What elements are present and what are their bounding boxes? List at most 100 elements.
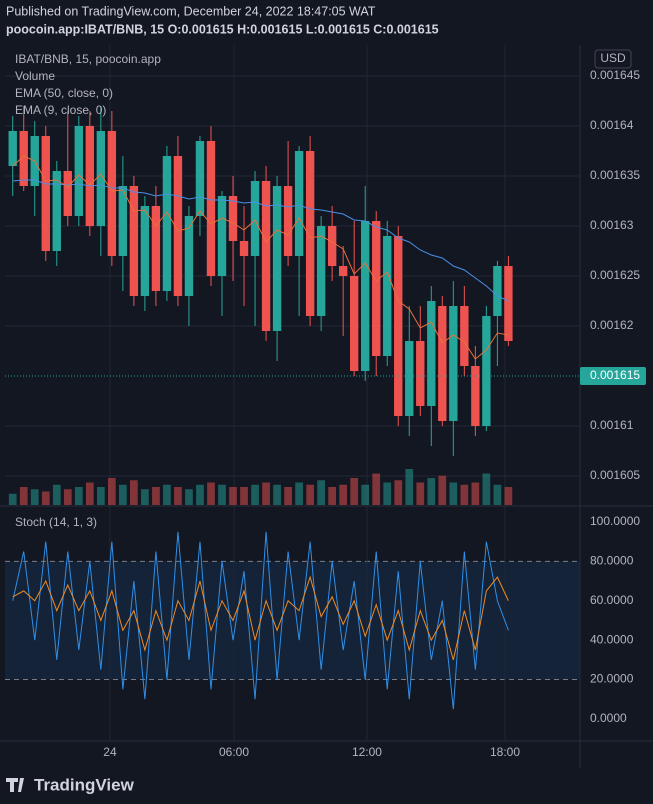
candle-body [151,206,161,291]
x-tick-label: 18:00 [490,745,520,759]
volume-bar [460,484,469,505]
ema-legend: EMA (9, close, 0) [15,103,106,117]
volume-bar [273,484,281,505]
candle-body [19,131,28,186]
candle-body [416,341,425,406]
volume-bar [207,482,215,505]
candle-body [482,316,491,426]
candle-body [316,226,326,316]
ema-legend: EMA (50, close, 0) [15,86,113,100]
volume-bar [383,482,392,505]
volume-bar [8,493,17,505]
volume-bar [449,482,458,505]
volume-bar [284,487,292,505]
candle-body [338,266,348,276]
candle-body [250,181,260,256]
currency[interactable]: USD [600,51,626,65]
candle-body [162,156,172,291]
volume-bar [427,478,436,505]
candle-body [239,241,249,256]
candle-body [350,276,359,371]
main-title: IBAT/BNB, 15, poocoin.app [15,52,161,66]
x-tick-label: 24 [103,745,117,759]
volume-bar [350,478,359,505]
volume-bar [107,478,116,505]
last-price-label: 0.001615 [590,368,640,382]
candle-body [228,196,238,241]
volume-bar [339,484,348,505]
volume-bar [262,482,270,505]
candle-body [493,266,502,316]
volume-bar [218,484,226,505]
y-tick-label: 80.0000 [590,554,634,568]
volume-bar [85,482,94,505]
candle-body [85,126,95,226]
candle-body [184,216,194,296]
stoch-title: Stoch (14, 1, 3) [15,515,97,529]
candle-body [327,226,337,266]
candle-body [294,151,304,256]
y-tick-label: 0.00161 [590,418,634,432]
published-line: Published on TradingView.com, December 2… [6,4,376,18]
candle-body [361,221,370,371]
candle-body [206,141,216,276]
volume-bar [229,487,237,505]
candle-body [41,136,50,251]
stoch-line [12,531,509,710]
volume-bar [74,487,83,505]
x-tick-label: 06:00 [219,745,249,759]
tag-layer: 0.001615 [580,367,646,385]
volume-bar [306,484,314,505]
x-tick-label: 12:00 [352,745,382,759]
volume-bar [96,487,105,505]
candle-body [427,301,436,406]
y-tick-label: 0.00162 [590,318,634,332]
candle-body [173,156,183,296]
candle-body [74,126,83,216]
candle-body [272,186,282,331]
y-tick-label: 0.001605 [590,468,640,482]
candle-body [96,131,106,226]
y-tick-label: 40.0000 [590,632,634,646]
y-tick-label: 0.0000 [590,711,627,725]
volume-bar [52,484,61,505]
candle-body [63,171,72,216]
symbol-line: poocoin.app:IBAT/BNB, 15 O:0.001615 H:0.… [6,22,439,36]
ema-line [12,179,509,302]
volume-bar [41,491,50,505]
candle-body [372,221,381,356]
candle-body [449,306,458,421]
volume-bar [504,487,513,505]
currency-badge[interactable] [594,49,632,69]
y-tick-label: 0.00164 [590,118,634,132]
candle-body [261,181,271,331]
volume-bar [438,475,447,505]
candle-body [283,186,293,256]
brand: TradingView [34,775,135,794]
candle-body [195,141,205,216]
y-tick-label: 0.00163 [590,218,634,232]
volume-bar [416,482,425,505]
volume-bar [196,484,204,505]
volume-bar [119,484,127,505]
volume-bar [317,480,325,505]
volume-bar [295,482,303,505]
volume-bar [152,487,160,505]
volume-bar [19,487,28,505]
volume-bar [361,484,370,505]
candle-body [140,206,150,296]
plot-layer [5,106,580,710]
candle-body [107,131,117,256]
candle-body [305,151,315,316]
stoch-line [12,575,509,660]
y-tick-label: 0.001635 [590,168,640,182]
candle-body [118,186,128,256]
candle-body [394,236,403,416]
volume-bar [493,484,502,505]
volume-bar [251,484,259,505]
y-tick-label: 0.001645 [590,68,640,82]
candle-body [8,131,17,166]
y-tick-label: 100.0000 [590,514,640,528]
